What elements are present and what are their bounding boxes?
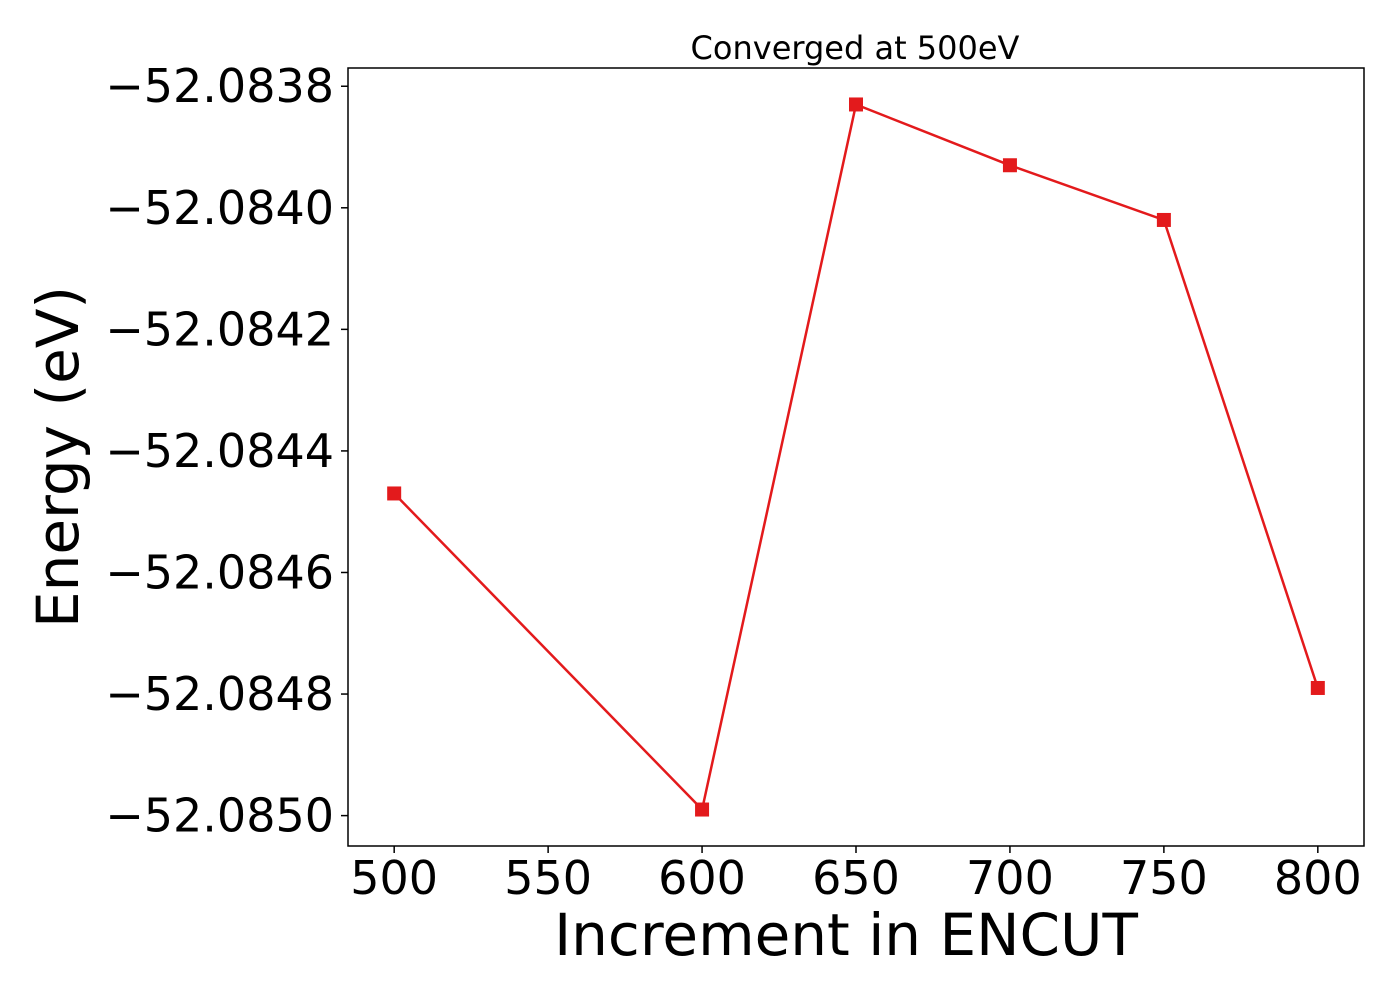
y-tick-label: −52.0840: [105, 181, 334, 235]
x-tick-label: 500: [350, 851, 438, 905]
series-line: [393, 103, 1319, 811]
data-point-marker: [387, 486, 402, 501]
y-tick-label: −52.0848: [105, 667, 334, 721]
data-point-marker: [695, 802, 710, 817]
data-point-marker: [1310, 680, 1325, 695]
plot-frame: [347, 67, 1365, 847]
y-tick-label: −52.0850: [105, 789, 334, 843]
x-tick-label: 650: [812, 851, 900, 905]
data-point-marker: [1002, 158, 1017, 173]
y-axis: −52.0838 −52.0840 −52.0842 −52.0844 −52.0846…: [105, 59, 348, 843]
x-tick-label: 700: [966, 851, 1054, 905]
x-axis-label: Increment in ENCUT: [554, 901, 1138, 969]
data-point-marker: [1156, 212, 1171, 227]
y-axis-label: Energy (eV): [24, 286, 92, 628]
x-tick-label: 800: [1274, 851, 1362, 905]
x-tick-label: 750: [1120, 851, 1208, 905]
x-axis: 500 550 600 650 700 750 800: [350, 846, 1362, 905]
series-layer: [387, 97, 1325, 817]
y-tick-label: −52.0844: [105, 424, 334, 478]
y-tick-label: −52.0846: [105, 545, 334, 599]
x-tick-label: 600: [658, 851, 746, 905]
x-tick-label: 550: [504, 851, 592, 905]
chart-title: Converged at 500eV: [691, 29, 1020, 67]
data-point-marker: [849, 97, 863, 112]
y-tick-label: −52.0842: [105, 302, 334, 356]
y-tick-label: −52.0838: [105, 59, 334, 113]
